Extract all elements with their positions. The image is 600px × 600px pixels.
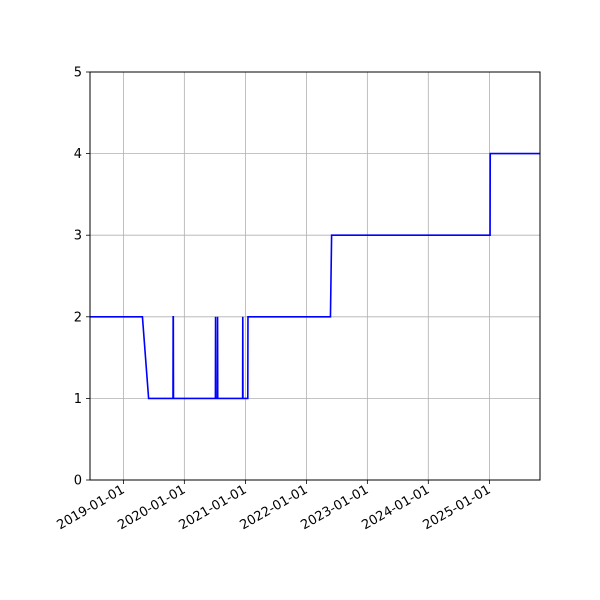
x-tick-label: 2025-01-01 — [420, 482, 493, 533]
x-tick-label: 2022-01-01 — [237, 482, 310, 533]
x-tick-label: 2020-01-01 — [115, 482, 188, 533]
x-tick-label: 2023-01-01 — [298, 482, 371, 533]
x-axis: 2019-01-012020-01-012021-01-012022-01-01… — [54, 480, 493, 533]
x-tick-label: 2019-01-01 — [54, 482, 127, 533]
y-tick-label: 0 — [74, 474, 82, 489]
y-tick-label: 1 — [74, 392, 82, 407]
plot-frame — [89, 71, 541, 481]
y-tick-label: 2 — [74, 310, 82, 325]
y-tick-label: 5 — [74, 66, 82, 81]
y-axis: 0 1 2 3 4 5 — [74, 66, 90, 489]
x-tick-label: 2021-01-01 — [177, 482, 250, 533]
y-tick-label: 3 — [74, 229, 82, 244]
x-tick-label: 2024-01-01 — [359, 482, 432, 533]
y-tick-label: 4 — [74, 147, 82, 162]
grid — [90, 71, 540, 481]
series-line — [90, 152, 540, 400]
series-layer — [90, 152, 540, 400]
